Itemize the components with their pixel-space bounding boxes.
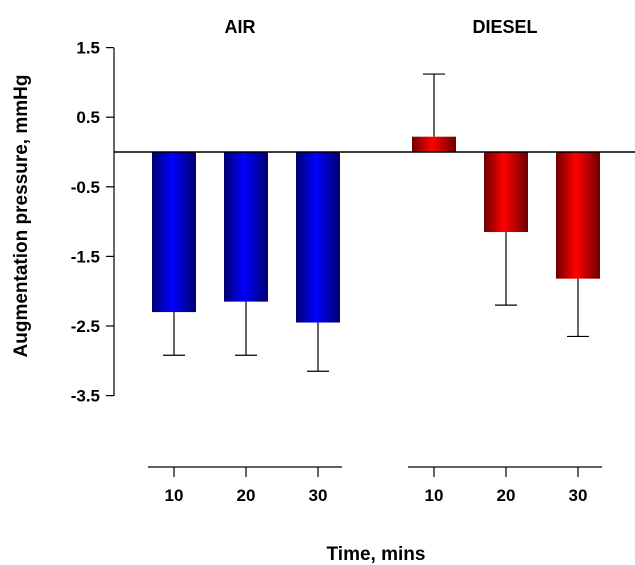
bar-air-30 bbox=[296, 152, 340, 323]
y-tick-label: 0.5 bbox=[76, 108, 100, 127]
bar-air-10 bbox=[152, 152, 196, 313]
group-label-air: AIR bbox=[225, 17, 256, 37]
group-label-diesel: DIESEL bbox=[472, 17, 537, 37]
x-tick-label: 30 bbox=[309, 486, 328, 505]
x-tick-label: 10 bbox=[425, 486, 444, 505]
x-tick-label: 10 bbox=[165, 486, 184, 505]
y-tick-label: -3.5 bbox=[71, 387, 100, 406]
y-tick-label: 1.5 bbox=[76, 39, 100, 58]
bar-diesel-30 bbox=[556, 152, 600, 279]
y-tick-label: -0.5 bbox=[71, 178, 100, 197]
x-axis-label: Time, mins bbox=[327, 544, 426, 565]
x-tick-label: 30 bbox=[569, 486, 588, 505]
y-tick-label: -1.5 bbox=[71, 247, 100, 266]
y-tick-label: -2.5 bbox=[71, 317, 100, 336]
bar-diesel-10 bbox=[412, 136, 456, 152]
bar-air-20 bbox=[224, 152, 268, 302]
y-axis-label: Augmentation pressure, mmHg bbox=[11, 75, 32, 358]
x-tick-label: 20 bbox=[237, 486, 256, 505]
bar-diesel-20 bbox=[484, 152, 528, 233]
x-tick-label: 20 bbox=[497, 486, 516, 505]
